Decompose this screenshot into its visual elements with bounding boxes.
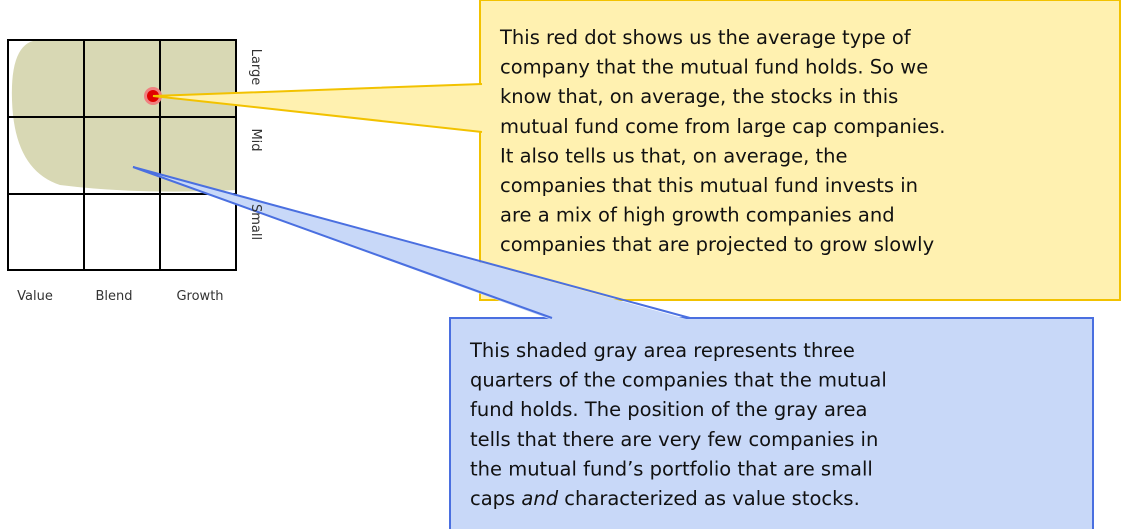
callout-line: This shaded gray area represents three [469,339,855,362]
callout-segment: caps [470,487,521,510]
callout-segment: and [521,487,558,510]
callout-line: quarters of the companies that the mutua… [470,369,887,392]
callout-line: mutual fund come from large cap companie… [500,115,945,138]
callout-line: tells that there are very few companies … [470,428,878,451]
yellow-callout [479,0,1121,301]
callout-line: company that the mutual fund holds. So w… [500,56,928,79]
callout-segment: characterized as value stocks. [558,487,860,510]
callout-line: fund holds. The position of the gray are… [470,398,867,421]
callout-line: are a mix of high growth companies and [500,204,895,227]
yellow-pointer [153,84,482,132]
column-label: Value [17,289,53,304]
row-label: Mid [248,128,263,151]
callout-line: This red dot shows us the average type o… [499,26,912,49]
callout-line: know that, on average, the stocks in thi… [500,85,898,108]
callout-line: the mutual fund’s portfolio that are sma… [470,457,873,480]
shaded-area [11,40,236,192]
callout-line: It also tells us that, on average, the [500,144,848,167]
callout-line: companies that this mutual fund invests … [500,174,918,197]
blue-pointer-edge [132,166,691,319]
style-grid [7,39,237,271]
row-label: Small [248,204,263,240]
yellow-pointer-edge [152,83,483,133]
callout-line: caps and characterized as value stocks. [470,487,860,510]
blue-callout [449,317,1094,529]
column-label: Growth [176,289,223,304]
row-label: Large [248,49,263,86]
callout-line: companies that are projected to grow slo… [500,233,934,256]
column-label: Blend [95,289,132,304]
